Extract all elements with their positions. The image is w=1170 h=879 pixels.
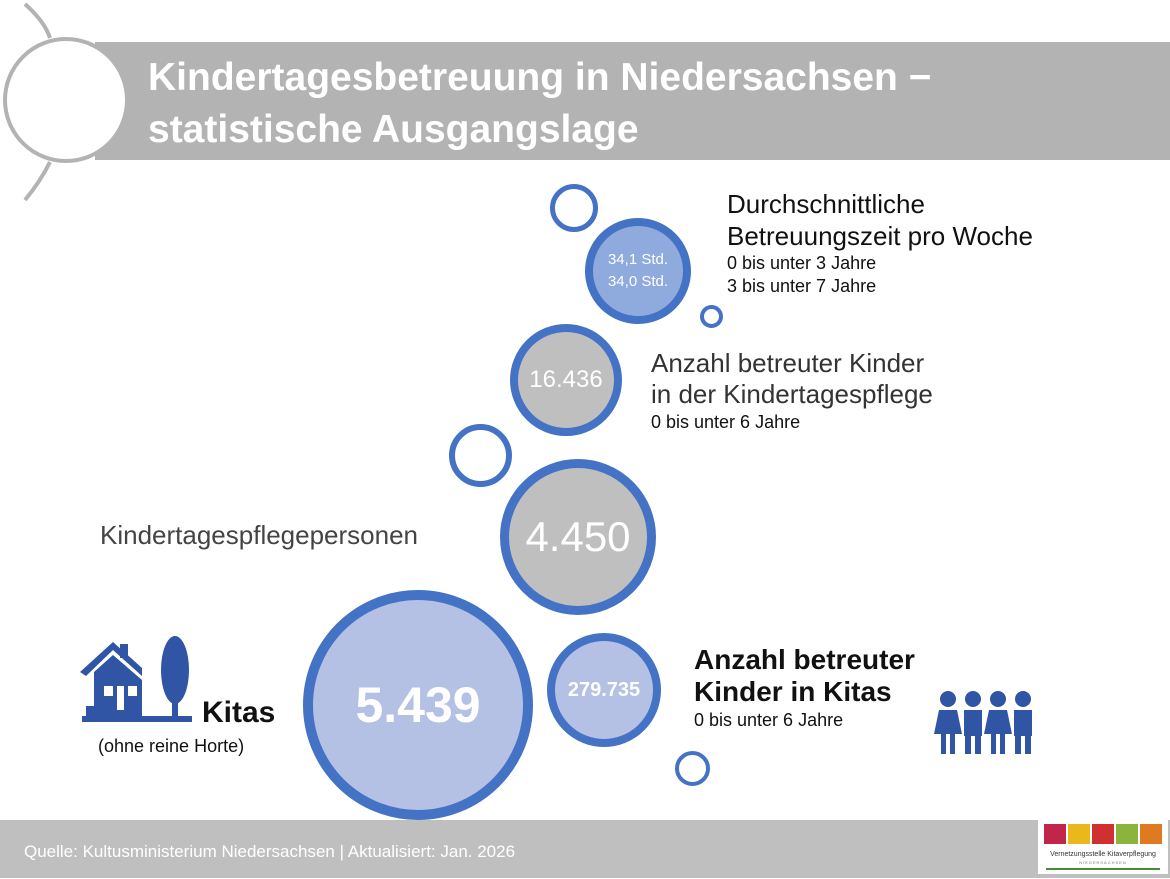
logo: Vernetzungsstelle Kitaverpflegung NIEDER… <box>1038 818 1168 874</box>
value: 5.439 <box>355 677 481 733</box>
kindertagespflege-kinder-label: Anzahl betreuter Kinder in der Kindertag… <box>651 348 933 434</box>
children-icon <box>934 691 1032 754</box>
label-line: Kinder in Kitas <box>694 676 892 707</box>
label-sub: 0 bis unter 6 Jahre <box>694 710 844 730</box>
source-text: Quelle: Kultusministerium Niedersachsen … <box>24 842 516 861</box>
betreuungszeit-bubble: 34,1 Std. 34,0 Std. <box>585 218 691 324</box>
label-line: Anzahl betreuter <box>694 644 915 675</box>
svg-text:Vernetzungsstelle Kitaverpfleg: Vernetzungsstelle Kitaverpflegung <box>1050 851 1156 858</box>
logo-graphic: Vernetzungsstelle Kitaverpflegung NIEDER… <box>1044 824 1162 870</box>
kindertagespflege-kinder-bubble: 16.436 <box>510 324 622 436</box>
betreuungszeit-label: Durchschnittliche Betreuungszeit pro Woc… <box>727 188 1033 298</box>
decor-ring <box>675 751 710 786</box>
kita-kinder-bubble: 279.735 <box>547 633 661 747</box>
svg-text:NIEDERSACHSEN: NIEDERSACHSEN <box>1079 860 1126 865</box>
value: 279.735 <box>567 678 641 701</box>
header-bar <box>95 42 1170 160</box>
label-line: Anzahl betreuter Kinder <box>651 348 925 378</box>
decor-ring <box>550 184 598 232</box>
value: 4.450 <box>525 513 631 560</box>
value: 16.436 <box>529 366 603 393</box>
footer-bar <box>0 820 1170 878</box>
kitas-sublabel: (ohne reine Horte) <box>98 736 245 756</box>
label-sub: 0 bis unter 6 Jahre <box>651 412 801 432</box>
title-line-1: Kindertagesbetreuung in Niedersachsen − <box>148 56 932 99</box>
kita-kinder-label: Anzahl betreuter Kinder in Kitas 0 bis u… <box>694 644 915 732</box>
page-title: Kindertagesbetreuung in Niedersachsen − … <box>148 52 931 156</box>
value-under-3: 34,1 Std. <box>607 251 669 268</box>
pflegepersonen-label: Kindertagespflegepersonen <box>100 520 419 550</box>
label-sub: 3 bis unter 7 Jahre <box>727 276 877 296</box>
label-line: Durchschnittliche <box>727 189 925 219</box>
label-line: Betreuungszeit pro Woche <box>727 221 1033 251</box>
value-3-to-7: 34,0 Std. <box>607 273 669 290</box>
header-circle-decoration <box>23 2 52 202</box>
house-tree-icon <box>80 636 192 722</box>
pflegepersonen-bubble: 4.450 <box>500 459 656 615</box>
kitas-label: Kitas <box>202 696 276 729</box>
title-line-2: statistische Ausgangslage <box>148 108 639 151</box>
header-circle <box>3 37 129 163</box>
decor-ring <box>449 424 512 487</box>
decor-ring <box>700 305 723 328</box>
label-line: in der Kindertagespflege <box>651 379 933 409</box>
kitas-bubble: 5.439 <box>303 590 533 820</box>
label-sub: 0 bis unter 3 Jahre <box>727 253 877 273</box>
